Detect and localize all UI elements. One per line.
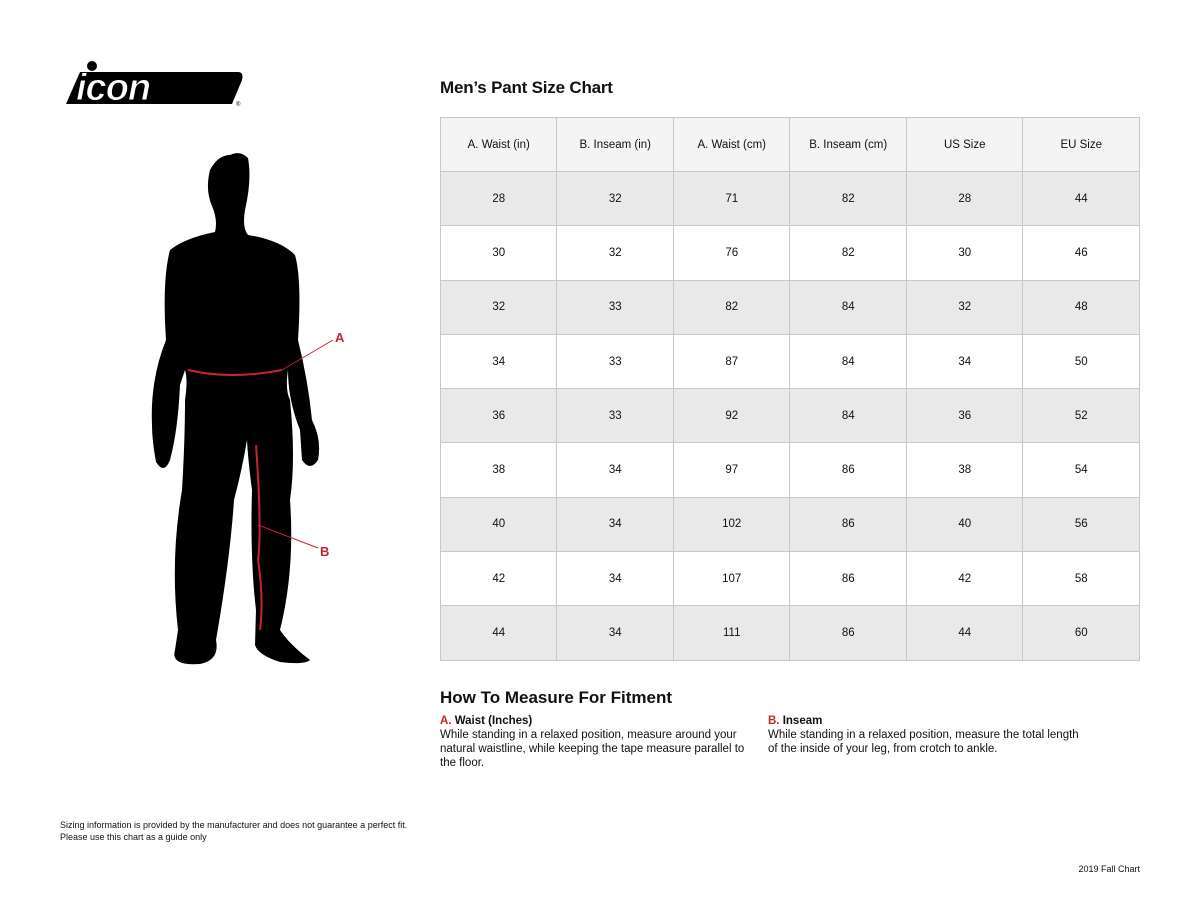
table-cell: 44: [905, 605, 1024, 661]
table-cell: 82: [672, 279, 791, 335]
table-row: 28 32 71 82 28 44: [439, 170, 1140, 227]
table-cell: 30: [439, 225, 558, 281]
table-cell: 82: [789, 170, 907, 227]
table-row: 36 33 92 84 36 52: [439, 388, 1140, 444]
column-header: A. Waist (in): [439, 117, 558, 172]
waist-measure-line: [187, 369, 283, 376]
table-cell: 38: [905, 442, 1024, 498]
inseam-measure-line: [255, 444, 263, 631]
footer-note: 2019 Fall Chart: [1078, 864, 1140, 874]
table-cell: 36: [439, 388, 558, 444]
table-cell: 82: [789, 225, 907, 281]
table-cell: 54: [1022, 442, 1140, 498]
table-cell: 38: [439, 442, 558, 498]
label-b: B: [320, 544, 329, 559]
table-cell: 40: [439, 496, 558, 553]
column-header: EU Size: [1022, 117, 1140, 172]
table-row: 40 34 102 86 40 56: [439, 496, 1140, 553]
table-cell: 40: [905, 496, 1024, 553]
table-cell: 86: [789, 442, 907, 498]
table-cell: 33: [556, 279, 674, 335]
table-cell: 84: [789, 279, 907, 335]
table-cell: 34: [556, 605, 674, 661]
table-cell: 97: [672, 442, 791, 498]
table-cell: 44: [1022, 170, 1140, 227]
disclaimer-line: Please use this chart as a guide only: [60, 832, 207, 842]
table-cell: 58: [1022, 551, 1140, 607]
table-cell: 86: [789, 496, 907, 553]
inseam-heading: Inseam: [782, 715, 823, 727]
table-cell: 60: [1022, 605, 1140, 661]
table-cell: 46: [1022, 225, 1140, 281]
disclaimer: Sizing information is provided by the ma…: [60, 819, 407, 843]
table-cell: 102: [672, 496, 791, 553]
table-cell: 32: [556, 170, 674, 227]
svg-text:®: ®: [236, 101, 241, 108]
howto-title: How To Measure For Fitment: [440, 688, 673, 707]
table-cell: 76: [672, 225, 791, 281]
table-row: 30 32 76 82 30 46: [439, 225, 1140, 281]
silhouette-shape: [151, 153, 320, 665]
table-cell: 86: [789, 605, 907, 661]
waist-instructions: A. Waist (Inches) While standing in a re…: [440, 714, 760, 770]
table-cell: 87: [672, 333, 791, 390]
waist-heading: Waist (Inches): [454, 715, 533, 727]
table-cell: 50: [1022, 333, 1140, 390]
table-cell: 48: [1022, 279, 1140, 335]
table-cell: 42: [905, 551, 1024, 607]
table-cell: 34: [905, 333, 1024, 390]
table-cell: 28: [905, 170, 1024, 227]
waist-letter: A.: [440, 715, 452, 727]
column-header: US Size: [905, 117, 1024, 172]
table-cell: 33: [556, 388, 674, 444]
table-cell: 34: [556, 551, 674, 607]
table-cell: 34: [439, 333, 558, 390]
table-cell: 84: [789, 333, 907, 390]
table-cell: 107: [672, 551, 791, 607]
svg-text:icon: icon: [76, 67, 150, 109]
icon-logo: icon ®: [66, 61, 243, 110]
table-row: 34 33 87 84 34 50: [439, 333, 1140, 390]
table-cell: 30: [905, 225, 1024, 281]
table-row: 44 34 111 86 44 60: [439, 605, 1140, 661]
table-cell: 92: [672, 388, 791, 444]
table-cell: 56: [1022, 496, 1140, 553]
table-cell: 32: [905, 279, 1024, 335]
table-cell: 34: [556, 496, 674, 553]
table-cell: 86: [789, 551, 907, 607]
table-cell: 84: [789, 388, 907, 444]
inseam-instructions: B. Inseam While standing in a relaxed po…: [768, 714, 1088, 756]
inseam-letter: B.: [768, 715, 780, 727]
table-cell: 28: [439, 170, 558, 227]
column-header: B. Inseam (cm): [789, 117, 907, 172]
table-cell: 33: [556, 333, 674, 390]
table-row: 42 34 107 86 42 58: [439, 551, 1140, 607]
table-cell: 36: [905, 388, 1024, 444]
column-header: A. Waist (cm): [672, 117, 791, 172]
table-cell: 34: [556, 442, 674, 498]
table-cell: 71: [672, 170, 791, 227]
table-cell: 32: [439, 279, 558, 335]
column-header: B. Inseam (in): [556, 117, 674, 172]
table-cell: 44: [439, 605, 558, 661]
disclaimer-line: Sizing information is provided by the ma…: [60, 820, 408, 830]
table-row: 38 34 97 86 38 54: [439, 442, 1140, 498]
body-silhouette: A B: [151, 153, 345, 665]
table-cell: 52: [1022, 388, 1140, 444]
size-table: A. Waist (in) B. Inseam (in) A. Waist (cm)…: [439, 117, 1140, 661]
table-row: 32 33 82 84 32 48: [439, 279, 1140, 335]
waist-text: While standing in a relaxed position, me…: [440, 729, 745, 769]
table-cell: 32: [556, 225, 674, 281]
table-cell: 42: [439, 551, 558, 607]
chart-title: Men’s Pant Size Chart: [440, 78, 613, 97]
table-cell: 111: [672, 605, 791, 661]
label-a: A: [335, 330, 345, 345]
inseam-text: While standing in a relaxed position, me…: [768, 729, 1079, 755]
